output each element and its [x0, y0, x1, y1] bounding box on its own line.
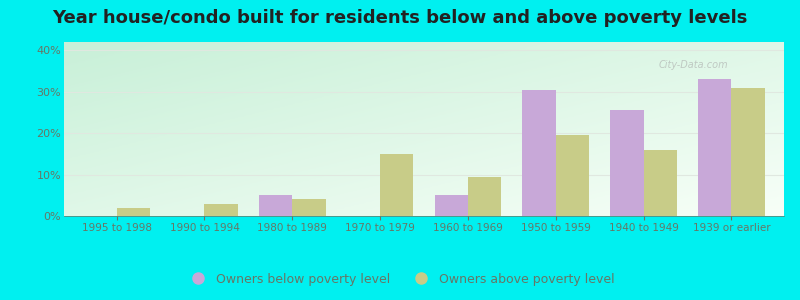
Bar — [259, 195, 292, 216]
Bar — [643, 150, 677, 216]
Bar — [205, 204, 238, 216]
Bar — [468, 177, 502, 216]
Bar — [522, 90, 556, 216]
Bar — [117, 208, 150, 216]
Bar — [292, 200, 326, 216]
Legend: Owners below poverty level, Owners above poverty level: Owners below poverty level, Owners above… — [181, 268, 619, 291]
Bar — [556, 135, 589, 216]
Bar — [610, 110, 643, 216]
Bar — [434, 195, 468, 216]
Bar — [698, 79, 731, 216]
Bar — [731, 88, 765, 216]
Bar — [380, 154, 414, 216]
Text: Year house/condo built for residents below and above poverty levels: Year house/condo built for residents bel… — [52, 9, 748, 27]
Text: City-Data.com: City-Data.com — [658, 60, 728, 70]
